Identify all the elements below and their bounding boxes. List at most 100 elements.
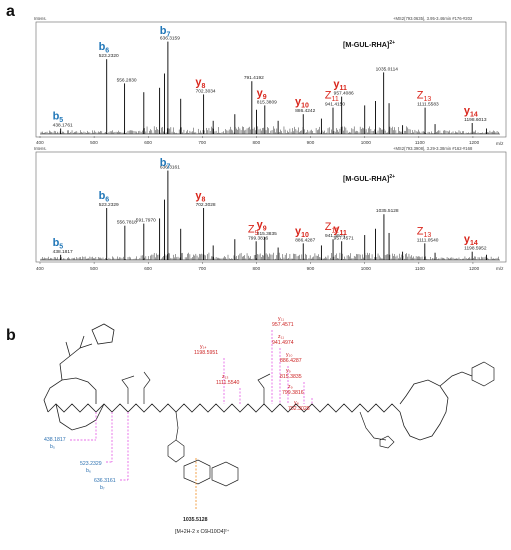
ion-label-b5: b5: [53, 111, 64, 125]
x-tick-label: 1000: [361, 140, 372, 145]
peak-label: 941.4150: [325, 102, 345, 108]
peak-label: 702.3034: [196, 88, 216, 94]
fragment-mass: 523.2329: [80, 461, 102, 467]
fragment-ion: z₉: [288, 384, 293, 390]
sugar-ring-1: [183, 459, 211, 485]
peak-label: 886.4242: [295, 108, 315, 114]
peak-label: 815.3835: [257, 231, 277, 237]
peak-label: 438.1761: [53, 123, 73, 129]
ion-label-y9: y9: [257, 219, 267, 233]
fragment-ion: z₁₁: [278, 334, 284, 340]
x-tick-label: 400: [36, 140, 44, 145]
spectrum-bottom-intens-label: Intens.: [34, 146, 47, 151]
structure-lanthionine-left: [55, 403, 105, 431]
ion-label-y14: y14: [464, 105, 478, 119]
structure-backbone: [47, 403, 401, 413]
peak-label: 591.7970: [136, 218, 156, 224]
peak-label: 957.4571: [334, 235, 354, 241]
fragment-mass: 702.3028: [288, 406, 310, 412]
fragment-mass: 799.3816: [282, 390, 304, 396]
fragment-mass: 957.4571: [272, 322, 294, 328]
spectrum-top: Intens. +MS2(793.0635), 3.95-3.46min #17…: [34, 16, 507, 146]
ion-label-y10: y10: [295, 96, 309, 110]
side-chain-ile-1: [121, 375, 135, 404]
peak-label: 957.4086: [334, 91, 354, 97]
fragment-ion: y₁₄: [200, 344, 206, 350]
peak-label: 1198.6013: [464, 117, 487, 123]
x-tick-label: 800: [252, 266, 260, 271]
peak-label: 523.2329: [99, 202, 119, 208]
fragment-ion: y₉: [286, 368, 291, 374]
ion-label-y14: y14: [464, 234, 478, 248]
x-tick-label: 600: [144, 266, 152, 271]
spectrum-top-precursor: [M-GUL-RHA]2+: [343, 40, 395, 49]
ion-label-b5: b5: [53, 237, 64, 251]
tryptophan-ring: [471, 361, 495, 387]
x-tick-label: 900: [307, 140, 315, 145]
fragment-mass: 815.3835: [280, 374, 302, 380]
spectrum-top-header: +MS2(793.0635), 3.95-3.46min #176-#202: [393, 16, 473, 21]
x-tick-label: 1200: [469, 140, 480, 145]
tyrosine-ring: [167, 439, 185, 463]
fragment-ion: b₇: [100, 485, 105, 491]
peak-label: 1111.5583: [417, 102, 439, 108]
x-tick-label: 1000: [361, 266, 372, 271]
sugar-ring-2: [211, 461, 239, 487]
spectrum-top-frame: [35, 21, 507, 138]
ion-label-y8: y8: [195, 190, 205, 204]
x-tick-label: 700: [198, 266, 206, 271]
structure-lower-link: [359, 411, 387, 441]
structure-top-chain: [59, 343, 93, 381]
spectrum-bottom-header: +MS2(793.3908), 3.29-3.38min #162-#168: [393, 146, 473, 151]
peak-label: 556.7818: [117, 220, 137, 226]
peak-label: 1035.0114: [376, 66, 399, 72]
ion-label-b7: b7: [160, 157, 171, 171]
fragment-ion: y₁₁: [278, 316, 284, 322]
ion-label-z13: Z13: [417, 90, 432, 104]
peak-label: 1111.0540: [417, 237, 439, 243]
peak-label: 702.3028: [196, 202, 216, 208]
spectrum-top-intens-label: Intens.: [34, 16, 47, 21]
x-tick-label: 1100: [415, 266, 425, 271]
ion-label-z11: Z11: [325, 90, 339, 104]
trp-linker: [439, 371, 473, 387]
ion-label-y9: y9: [257, 87, 267, 101]
side-chain-ile-2: [143, 371, 151, 404]
fragment-ion: y₈: [294, 400, 299, 406]
fragment-ion: y₁₀: [286, 352, 293, 358]
ion-label-z9: Z9: [248, 223, 259, 237]
ion-label-y10: y10: [295, 225, 309, 239]
spectrum-bottom-frame: [35, 151, 507, 263]
panel-label-b: b: [6, 327, 16, 344]
peak-label: 791.4192: [244, 75, 264, 81]
fragment-mass: 1111.5540: [216, 380, 239, 386]
fragment-ion: z₁₃: [222, 374, 228, 380]
side-chain-1: [65, 341, 71, 357]
precursor-formula: [M+2H-2 x C6H10O4]²⁺: [175, 529, 230, 535]
peak-label: 941.4974: [325, 233, 345, 239]
side-chain-val: [257, 373, 271, 404]
peak-label: 438.1817: [53, 249, 73, 255]
peak-label: 1035.5128: [376, 208, 399, 214]
ion-label-y8: y8: [195, 76, 205, 90]
x-tick-label: 800: [252, 140, 260, 145]
fragment-labels-right: y₁₄1198.5951z₁₃1111.5540y₁₁957.4571z₁₁94…: [194, 316, 313, 412]
peak-label: 636.3159: [160, 36, 180, 42]
side-chain-2: [79, 335, 85, 349]
peak-label: 1198.5952: [464, 246, 487, 252]
peak-label: 523.2320: [99, 53, 119, 59]
spectrum-bottom-xlabel: m/z: [496, 266, 504, 271]
structure-c-ring: [399, 379, 449, 441]
spectrum-top-xlabel: m/z: [496, 141, 504, 146]
peak-label: 556.2830: [117, 77, 137, 83]
